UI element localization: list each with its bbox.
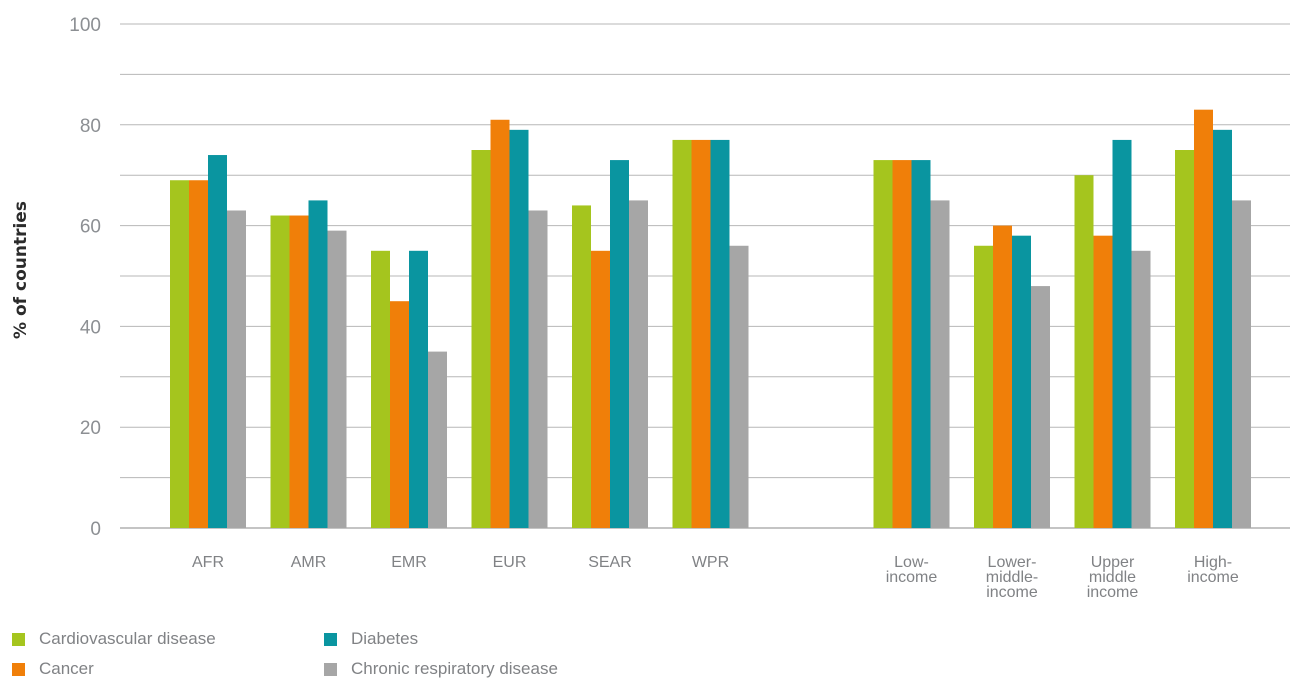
x-category-label: SEAR (588, 554, 632, 571)
bar (911, 160, 931, 528)
bar (509, 129, 529, 528)
bar (1131, 250, 1151, 529)
legend-item-diabetes: Diabetes (324, 628, 418, 650)
bar (572, 205, 591, 528)
y-tick-label: 100 (69, 15, 101, 36)
bar (208, 155, 227, 529)
x-category-label: WPR (692, 554, 729, 571)
bar (371, 250, 390, 529)
bar (1093, 235, 1113, 528)
bar (390, 301, 409, 528)
legend-item-chronic-respiratory: Chronic respiratory disease (324, 658, 558, 680)
x-category-label: Upper middle income (1087, 554, 1139, 601)
bar (227, 210, 246, 529)
bar (672, 139, 692, 529)
bar (428, 351, 447, 528)
bar-chart: 0 20 40 60 80 100 AFR AMR EMR EUR SEAR WPR Low-inco… (11, 15, 1290, 601)
bar (1213, 129, 1232, 528)
legend-swatch-chronic-respiratory (324, 662, 337, 676)
bar (327, 230, 347, 528)
bar (691, 139, 711, 529)
bar (1194, 109, 1213, 529)
x-category-label: AMR (291, 554, 327, 571)
bar (170, 180, 189, 529)
bar (1112, 139, 1132, 529)
bar (289, 215, 309, 528)
bar (409, 250, 428, 529)
bar (1074, 175, 1094, 528)
bar (591, 250, 610, 529)
bar (1031, 286, 1050, 528)
bar (993, 225, 1012, 528)
bar (610, 160, 629, 528)
x-category-label: Lower-middle-income (986, 554, 1038, 601)
x-axis-category-labels: AFR AMR EMR EUR SEAR WPR Low-income Lower-middl… (192, 554, 1239, 601)
bar (528, 210, 548, 529)
bar (1012, 235, 1031, 528)
bar (1175, 150, 1194, 528)
y-axis-tick-labels: 0 20 40 60 80 100 (69, 15, 101, 540)
legend-label-chronic-respiratory: Chronic respiratory disease (351, 659, 558, 678)
y-tick-label: 60 (80, 217, 101, 238)
legend-item-cancer: Cancer (12, 658, 94, 680)
legend: Cardiovascular disease Cancer Diabetes C… (12, 628, 652, 684)
x-category-label: High-income (1187, 554, 1239, 586)
bar (189, 180, 208, 529)
x-category-label: EMR (391, 554, 427, 571)
x-category-label: EUR (493, 554, 527, 571)
legend-item-cardiovascular: Cardiovascular disease (12, 628, 216, 650)
bar (873, 160, 893, 528)
legend-label-cardiovascular: Cardiovascular disease (39, 629, 216, 648)
legend-swatch-cancer (12, 662, 25, 676)
bar (710, 139, 730, 529)
legend-label-diabetes: Diabetes (351, 629, 419, 648)
legend-swatch-cardiovascular (12, 632, 25, 646)
y-tick-label: 20 (80, 418, 101, 439)
bars (170, 109, 1251, 529)
legend-label-cancer: Cancer (39, 659, 94, 678)
bar (1232, 200, 1251, 528)
y-axis-title: % of countries (11, 201, 31, 339)
bar (892, 160, 912, 528)
bar (490, 119, 510, 528)
bar (974, 245, 993, 528)
bar (471, 150, 491, 528)
bar (629, 200, 648, 528)
y-tick-label: 40 (80, 317, 101, 338)
bar (729, 245, 749, 528)
y-tick-label: 80 (80, 116, 101, 137)
bar (270, 215, 290, 528)
bar (308, 200, 328, 528)
x-category-label: AFR (192, 554, 224, 571)
y-tick-label: 0 (90, 519, 101, 540)
bar (930, 200, 950, 528)
x-category-label: Low-income (886, 554, 938, 586)
legend-swatch-diabetes (324, 632, 337, 646)
